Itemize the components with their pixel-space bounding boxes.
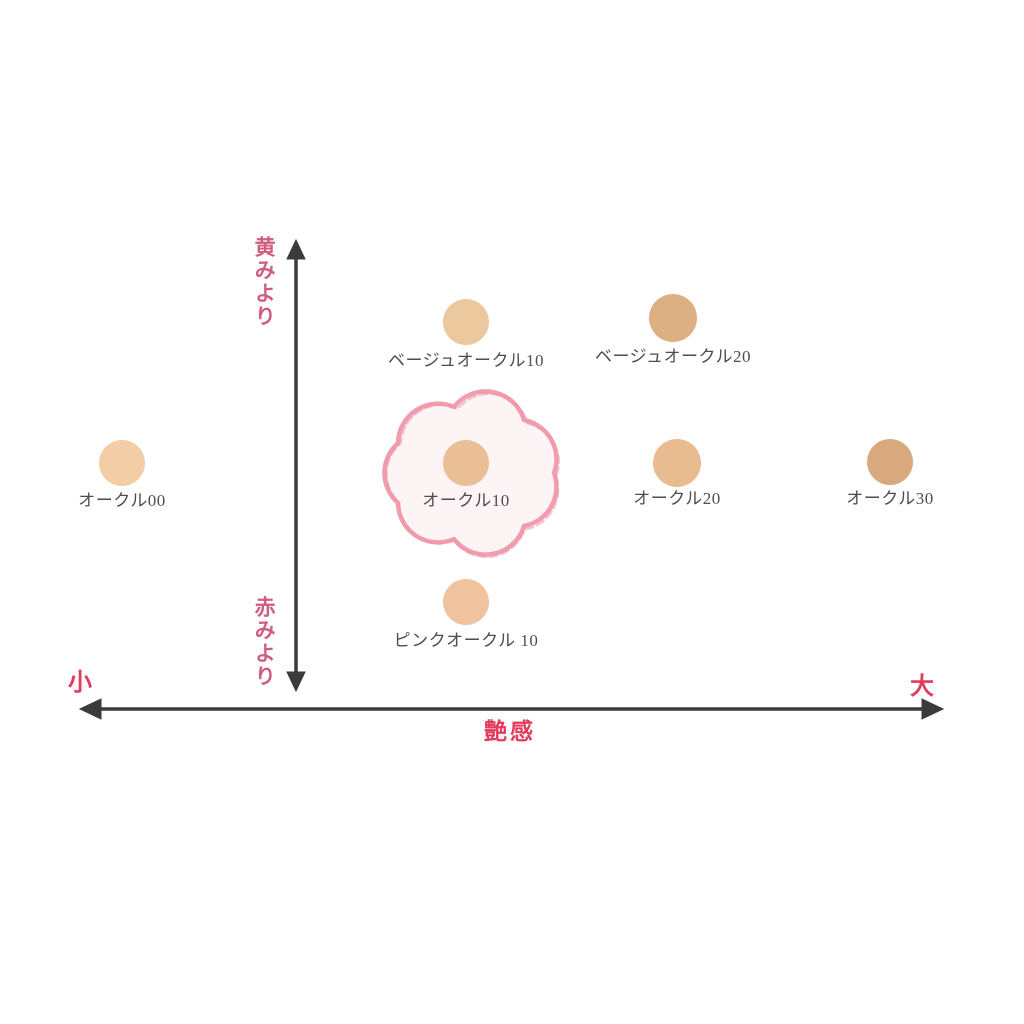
shade-label: オークル20 — [633, 489, 721, 508]
x-axis-max-label: 大 — [910, 674, 934, 700]
x-axis-min-label: 小 — [68, 670, 92, 696]
y-axis-arrowhead-top — [286, 238, 306, 260]
y-axis-top-label: 黄みより — [252, 236, 277, 328]
x-axis-arrowhead-left — [78, 698, 102, 720]
shade-label: ベージュオークル20 — [595, 347, 751, 366]
x-axis-arrowhead-right — [921, 698, 945, 720]
shade-swatch — [649, 294, 697, 342]
shade-swatch — [443, 579, 489, 625]
shade-swatch-highlighted — [443, 440, 489, 486]
y-axis-arrowhead-bottom — [286, 671, 306, 693]
shade-swatch — [443, 299, 489, 345]
shade-swatch — [653, 439, 701, 487]
shade-swatch — [867, 439, 913, 485]
shade-swatch — [99, 440, 145, 486]
y-axis-bottom-label: 赤みより — [252, 596, 277, 688]
shade-label: ベージュオークル10 — [388, 351, 544, 370]
shade-label: オークル30 — [846, 489, 934, 508]
shade-label: オークル00 — [78, 491, 166, 510]
shade-label: オークル10 — [422, 491, 510, 510]
x-axis-label: 艶感 — [484, 719, 536, 744]
shade-label: ピンクオークル 10 — [393, 631, 539, 650]
